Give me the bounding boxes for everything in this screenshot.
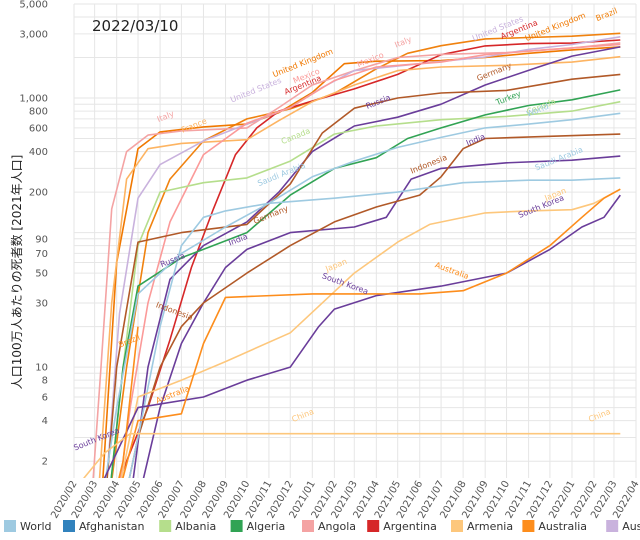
legend-swatch	[606, 520, 619, 532]
y-tick-label: 1,000	[19, 94, 48, 105]
series-label: South Korea	[321, 271, 370, 296]
y-tick-label: 400	[29, 147, 48, 158]
legend-item[interactable]: Australia	[522, 520, 587, 533]
series-line-mexico	[119, 43, 621, 478]
legend-swatch	[522, 520, 535, 532]
legend-item[interactable]: Argentina	[367, 520, 437, 533]
series-label: Canada	[280, 126, 312, 146]
y-tick-label: 8	[42, 376, 48, 387]
series-label: United States	[229, 76, 283, 105]
series-line-turkey	[110, 89, 621, 478]
legend-swatch	[451, 520, 463, 532]
legend[interactable]: World Afghanistan Albania Algeria Angola Arge…	[4, 520, 640, 533]
series-label: Australia	[434, 260, 470, 281]
series-line-indonesia	[128, 133, 621, 478]
legend-label: World	[20, 520, 52, 533]
series-label: China	[587, 407, 612, 424]
legend-label: Armenia	[467, 520, 513, 533]
y-tick-label: 4	[42, 416, 48, 427]
series-label: Germany	[252, 204, 290, 226]
y-tick-label: 3,000	[19, 29, 48, 40]
y-tick-label: 800	[29, 107, 48, 118]
legend-label: Angola	[318, 520, 356, 533]
legend-swatch	[63, 520, 75, 532]
y-tick-label: 200	[29, 188, 48, 199]
y-axis: 2 4 6 8 10 30 50 70 90 200 400 600 800 1,000 3,000 5,00…	[19, 0, 48, 468]
legend-item[interactable]: Angola	[302, 520, 356, 533]
series-line-world	[104, 112, 621, 478]
series-line-japan	[120, 188, 621, 478]
series-line-united-kingdom	[102, 46, 621, 478]
legend-label: Algeria	[247, 520, 286, 533]
x-axis: 2020/022020/032020/042020/052020/062020/…	[49, 479, 640, 520]
legend-item[interactable]: World	[4, 520, 52, 533]
series-label: Brazil	[595, 6, 619, 23]
series-label: Italy	[393, 35, 413, 50]
series-label: India	[465, 132, 487, 148]
series-line-south-korea	[103, 194, 621, 478]
series-line-china	[83, 432, 621, 478]
chart-title: 2022/03/10	[92, 17, 178, 35]
series-line-saudi-arabia	[128, 177, 621, 478]
legend-swatch	[159, 520, 172, 532]
legend-item[interactable]: Afghanistan	[63, 520, 145, 533]
series-label: Russia	[365, 93, 392, 111]
series-lines	[83, 32, 621, 478]
legend-swatch	[230, 520, 243, 532]
y-tick-label: 30	[35, 298, 48, 309]
series-label: South Korea	[517, 193, 565, 220]
series-label: Germany	[475, 61, 513, 83]
series-label: Turkey	[494, 89, 523, 108]
y-tick-label: 600	[29, 123, 48, 134]
legend-label: Argentina	[383, 520, 437, 533]
legend-swatch	[302, 520, 314, 532]
legend-label: Albania	[175, 520, 216, 533]
legend-item[interactable]: Armenia	[451, 520, 513, 533]
series-label: China	[291, 407, 316, 424]
legend-label: Australia	[538, 520, 587, 533]
y-tick-label: 2	[42, 457, 48, 468]
y-tick-label: 10	[35, 363, 48, 374]
y-tick-label: 70	[35, 249, 48, 260]
legend-item[interactable]: Austria	[606, 520, 640, 533]
series-line-russia	[132, 46, 621, 478]
y-tick-label: 6	[42, 392, 48, 403]
legend-item[interactable]: Albania	[159, 520, 216, 533]
legend-swatch	[4, 520, 16, 532]
series-line-italy	[92, 42, 621, 478]
legend-item[interactable]: Algeria	[230, 520, 286, 533]
legend-label: Austria	[622, 520, 640, 533]
y-axis-label: 人口100万人あたりの死者数 [2021年人口]	[9, 155, 24, 390]
y-tick-label: 50	[35, 269, 48, 280]
series-line-australia	[122, 188, 621, 478]
legend-swatch	[367, 520, 380, 532]
y-tick-label: 90	[35, 234, 48, 245]
series-line-france	[98, 55, 621, 478]
series-line-brazil-early-	[118, 326, 139, 478]
legend-label: Afghanistan	[79, 520, 145, 533]
grid	[73, 3, 637, 478]
series-line-germany	[106, 73, 621, 478]
y-tick-label: 5,000	[19, 0, 48, 11]
